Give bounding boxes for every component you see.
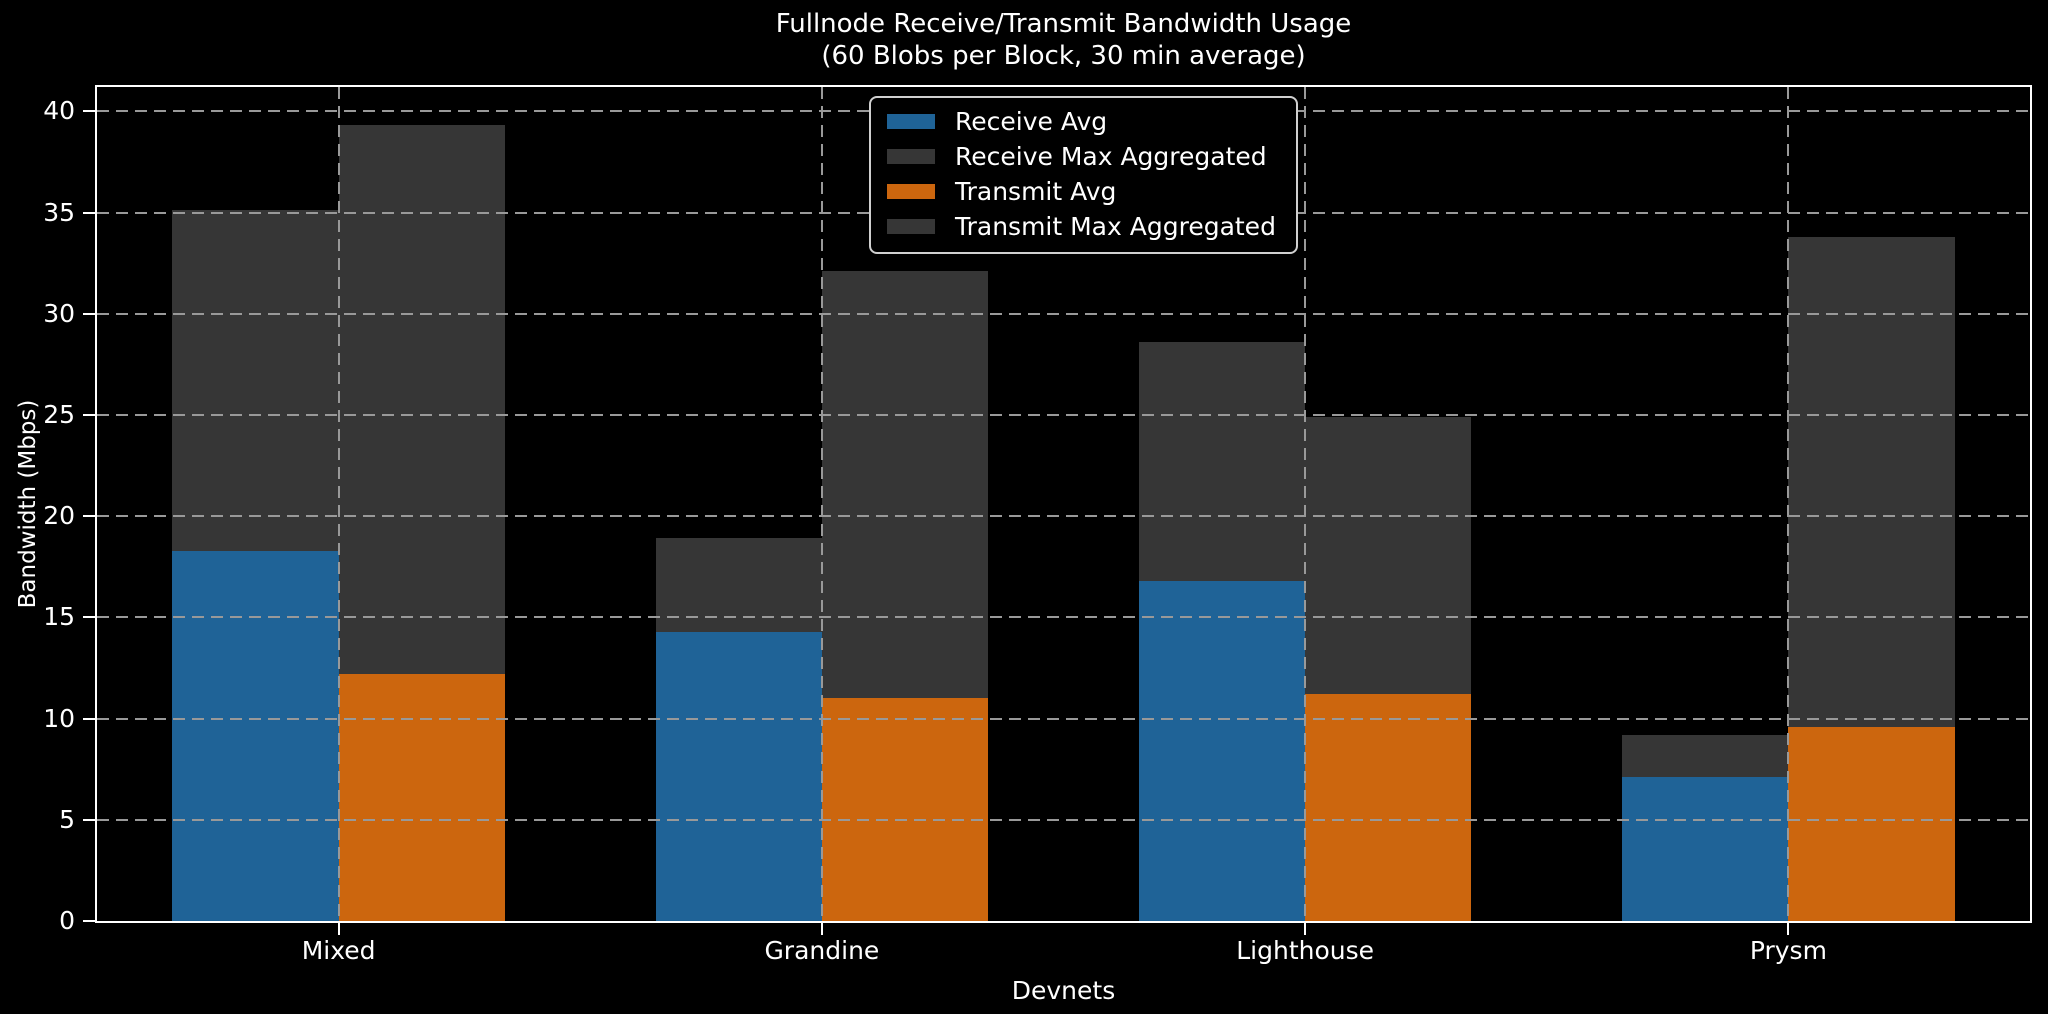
plot-area: Receive Avg Receive Max Aggregated Transmi… — [95, 85, 2032, 923]
bar-mixed-transmit-avg — [338, 674, 505, 921]
y-tick-mark-20 — [83, 515, 95, 518]
legend-label-transmit-max-aggregated: Transmit Max Aggregated — [955, 212, 1276, 241]
legend-item-transmit-max-aggregated: Transmit Max Aggregated — [887, 213, 1276, 240]
h-gridline-20 — [97, 515, 2030, 518]
chart-subtitle: (60 Blobs per Block, 30 min average) — [821, 41, 1306, 71]
y-tick-label-5: 5 — [59, 804, 75, 834]
h-gridline-15 — [97, 616, 2030, 619]
v-gridline-prysm — [1787, 87, 1790, 921]
y-tick-label-0: 0 — [59, 906, 75, 935]
legend-swatch-transmit-avg — [887, 184, 935, 199]
y-tick-mark-10 — [83, 717, 95, 720]
x-tick-mark-prysm — [1787, 923, 1790, 935]
bar-lighthouse-transmit-avg — [1305, 694, 1472, 921]
h-gridline-10 — [97, 717, 2030, 720]
y-tick-label-35: 35 — [43, 197, 75, 227]
h-gridline-30 — [97, 312, 2030, 315]
bar-prysm-transmit-avg — [1788, 726, 1955, 921]
bar-mixed-receive-avg — [172, 550, 339, 921]
y-tick-label-10: 10 — [43, 703, 75, 733]
legend-swatch-transmit-max-aggregated — [887, 219, 935, 234]
bar-grandine-transmit-avg — [821, 698, 989, 921]
y-tick-mark-35 — [83, 211, 95, 214]
legend-swatch-receive-max-aggregated — [887, 149, 935, 164]
legend-label-transmit-avg: Transmit Avg — [955, 177, 1117, 206]
x-tick-mark-lighthouse — [1304, 923, 1307, 935]
legend-item-receive-avg: Receive Avg — [887, 108, 1276, 135]
x-tick-label-grandine: Grandine — [764, 936, 880, 965]
y-tick-label-25: 25 — [43, 399, 75, 429]
y-tick-mark-5 — [83, 818, 95, 821]
h-gridline-5 — [97, 818, 2030, 821]
legend-label-receive-max-aggregated: Receive Max Aggregated — [955, 142, 1267, 171]
x-axis-label: Devnets — [1011, 976, 1116, 1005]
y-tick-mark-0 — [83, 920, 95, 922]
chart-title: Fullnode Receive/Transmit Bandwidth Usag… — [775, 9, 1352, 39]
y-tick-label-15: 15 — [43, 602, 75, 632]
bar-prysm-receive-avg — [1622, 777, 1789, 921]
y-tick-label-30: 30 — [43, 298, 75, 328]
y-tick-mark-30 — [83, 312, 95, 315]
v-gridline-lighthouse — [1304, 87, 1307, 921]
h-gridline-25 — [97, 413, 2030, 416]
y-tick-mark-40 — [83, 110, 95, 113]
x-tick-label-prysm: Prysm — [1749, 936, 1827, 965]
y-tick-label-20: 20 — [43, 501, 75, 531]
y-tick-mark-15 — [83, 616, 95, 619]
v-gridline-mixed — [337, 87, 340, 921]
x-tick-label-lighthouse: Lighthouse — [1236, 936, 1375, 965]
legend-item-receive-max-aggregated: Receive Max Aggregated — [887, 143, 1276, 170]
x-tick-mark-grandine — [820, 923, 823, 935]
legend-label-receive-avg: Receive Avg — [955, 107, 1108, 136]
bar-lighthouse-receive-avg — [1138, 580, 1306, 921]
x-tick-label-mixed: Mixed — [301, 936, 376, 965]
y-tick-mark-25 — [83, 413, 95, 416]
v-gridline-grandine — [820, 87, 823, 921]
legend: Receive Avg Receive Max Aggregated Transmi… — [869, 96, 1298, 254]
legend-item-transmit-avg: Transmit Avg — [887, 178, 1276, 205]
bar-grandine-receive-avg — [655, 631, 822, 921]
x-tick-mark-mixed — [337, 923, 340, 935]
legend-swatch-receive-avg — [887, 114, 935, 129]
y-tick-label-40: 40 — [43, 96, 75, 126]
